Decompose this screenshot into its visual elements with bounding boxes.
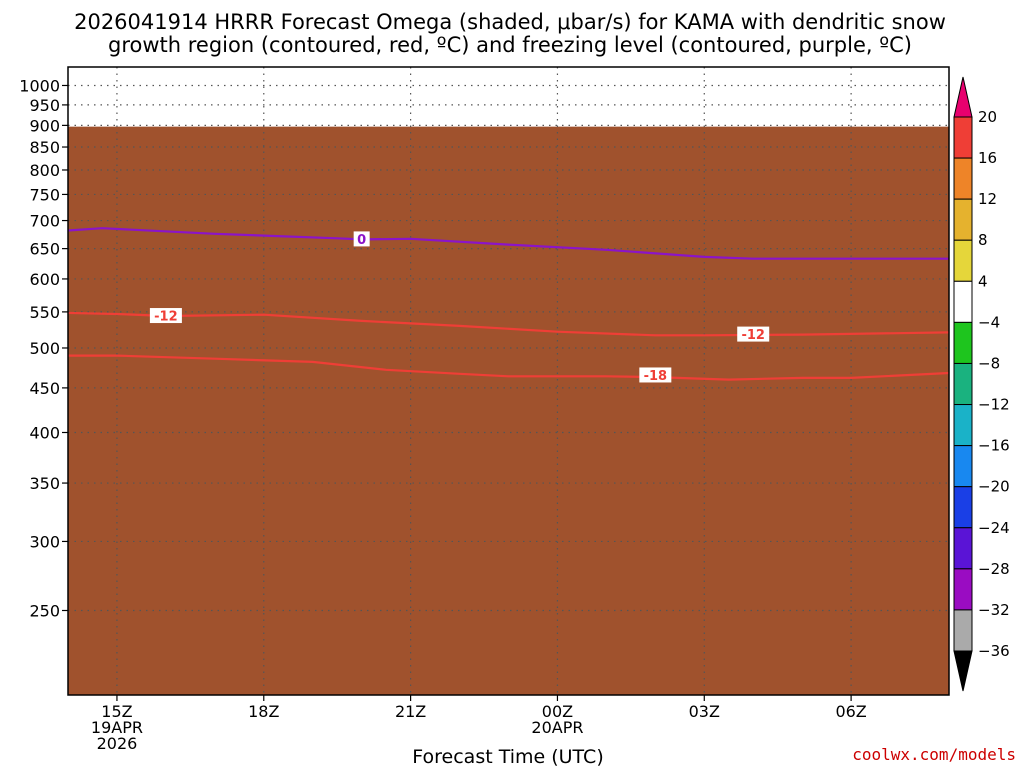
x-tick-label-16-0: 06Z: [835, 702, 866, 721]
colorbar-bin-2: [953, 198, 973, 241]
x-tick-label-1-1: 19APR: [91, 718, 143, 737]
colorbar-label-5: −4: [978, 313, 1000, 331]
y-tick-label-450: 450: [29, 379, 60, 398]
colorbar-bin-0: [953, 116, 973, 159]
contour-label-0: -18: [644, 369, 668, 384]
colorbar-bin-9: [953, 486, 973, 529]
colorbar-label-7: −12: [978, 396, 1010, 414]
colorbar-label-12: −32: [978, 601, 1010, 619]
contour-label-bg-3: [353, 231, 370, 247]
x-tick-label-4-0: 18Z: [248, 702, 279, 721]
y-tick-label-750: 750: [29, 185, 60, 204]
colorbar-bin-7: [953, 404, 973, 447]
contour-label-1: -12: [154, 310, 178, 325]
contour-line-1: [68, 311, 949, 337]
plot-frame: [67, 66, 950, 696]
contour-label-3: 0: [357, 233, 366, 248]
colorbar-bottom-arrow: [953, 650, 973, 692]
x-tick-label-10-1: 20APR: [531, 718, 583, 737]
x-tick-label-1-2: 2026: [97, 734, 138, 753]
x-tick-label-1-0: 15Z: [101, 702, 132, 721]
colorbar-bin-4: [953, 280, 973, 323]
x-tick-label-7-0: 21Z: [395, 702, 426, 721]
contour-label-2: -12: [741, 328, 765, 343]
terrain-fill: [68, 126, 949, 695]
y-tick-label-350: 350: [29, 474, 60, 493]
y-tick-label-700: 700: [29, 212, 60, 231]
colorbar-label-3: 8: [978, 231, 988, 249]
colorbar-label-6: −8: [978, 354, 1000, 372]
y-tick-label-900: 900: [29, 116, 60, 135]
colorbar-bin-11: [953, 568, 973, 611]
colorbar-bin-10: [953, 527, 973, 570]
colorbar-label-1: 16: [978, 149, 997, 167]
colorbar-label-4: 4: [978, 272, 988, 290]
y-tick-label-500: 500: [29, 339, 60, 358]
chart-title-line-1: 2026041914 HRRR Forecast Omega (shaded, …: [74, 10, 946, 34]
y-tick-label-300: 300: [29, 532, 60, 551]
y-axis: 250 300 350 400 450 500 550 600 650 700 750 800 850 9…: [19, 76, 68, 620]
y-tick-label-650: 650: [29, 240, 60, 259]
x-axis-label: Forecast Time (UTC): [412, 746, 603, 768]
x-tick-label-13-0: 03Z: [689, 702, 720, 721]
colorbar-label-9: −20: [978, 478, 1010, 496]
contour-label-bg-0: [639, 367, 672, 383]
colorbar-bin-1: [953, 157, 973, 200]
contour-layer: -18 -12 -12 0: [68, 227, 949, 384]
colorbar-bin-8: [953, 445, 973, 488]
grid-lines: [68, 67, 949, 695]
x-tick-label-10-0: 00Z: [542, 702, 573, 721]
y-tick-label-800: 800: [29, 161, 60, 180]
colorbar-label-8: −16: [978, 437, 1010, 455]
colorbar-bin-5: [953, 321, 973, 364]
chart-title-line-2: growth region (contoured, red, ºC) and f…: [108, 33, 912, 57]
omega-shading-layer: [68, 126, 949, 695]
colorbar-label-2: 12: [978, 190, 997, 208]
contour-line-3: [68, 227, 949, 260]
colorbar-label-11: −28: [978, 560, 1010, 578]
contour-label-bg-2: [737, 326, 770, 342]
y-tick-label-1000: 1000: [19, 76, 60, 95]
y-tick-label-400: 400: [29, 423, 60, 442]
colorbar-label-13: −36: [978, 642, 1010, 660]
colorbar-bin-12: [953, 609, 973, 652]
y-tick-label-600: 600: [29, 270, 60, 289]
colorbar: 20 16 12 8 4 −4 −8 −12 −16 −20 −24 −28 −32 −36: [953, 76, 1010, 692]
colorbar-top-arrow: [953, 76, 973, 118]
y-tick-label-850: 850: [29, 138, 60, 157]
y-tick-label-550: 550: [29, 303, 60, 322]
colorbar-bin-3: [953, 239, 973, 282]
y-tick-label-950: 950: [29, 96, 60, 115]
colorbar-label-10: −24: [978, 519, 1010, 537]
colorbar-label-0: 20: [978, 108, 997, 126]
colorbar-bin-6: [953, 362, 973, 406]
contour-label-bg-1: [149, 308, 182, 324]
y-tick-label-250: 250: [29, 601, 60, 620]
credit-text: coolwx.com/models: [852, 745, 1016, 764]
contour-line-0: [68, 354, 949, 381]
